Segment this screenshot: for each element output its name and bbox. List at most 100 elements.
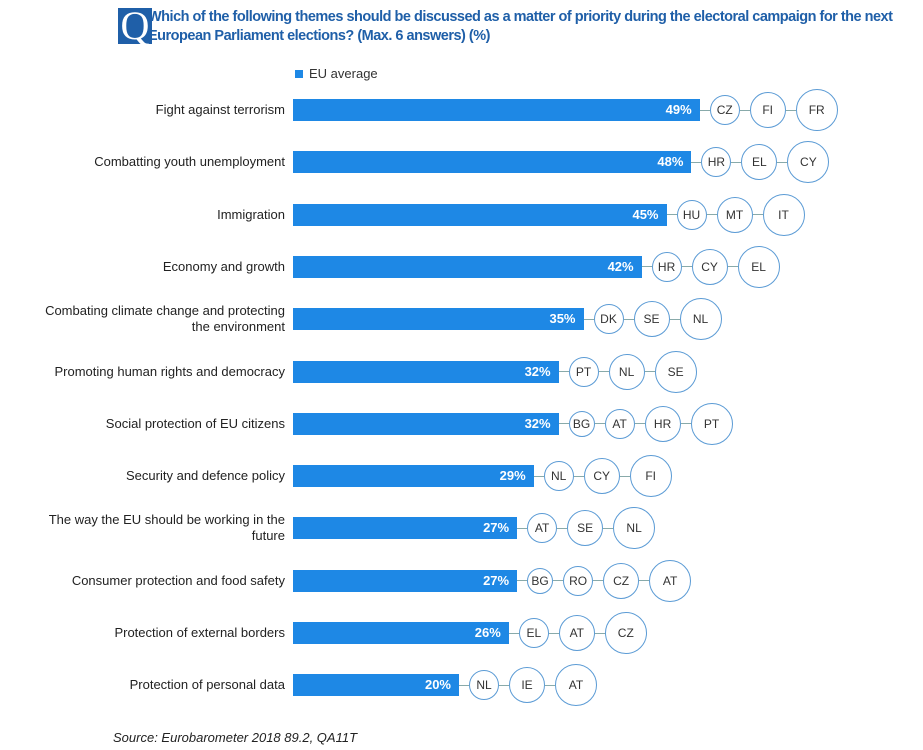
- country-chain: BG AT HR PT: [558, 402, 733, 445]
- country-circle: CZ: [603, 562, 640, 599]
- connector-line: [777, 161, 788, 163]
- connector-line: [545, 684, 555, 686]
- bar: 20%: [293, 674, 459, 697]
- connector-line: [558, 423, 569, 425]
- bar: 32%: [293, 360, 559, 383]
- country-circle: NL: [608, 353, 645, 390]
- bar: 48%: [293, 151, 692, 174]
- legend-label: EU average: [309, 66, 378, 81]
- country-chain: HR EL CY: [691, 141, 830, 184]
- country-circle: BG: [568, 410, 595, 437]
- category-label: Promoting human rights and democracy: [54, 363, 285, 379]
- connector-line: [499, 684, 509, 686]
- connector-line: [727, 266, 738, 268]
- country-circle: EL: [737, 245, 780, 288]
- connector-line: [593, 580, 604, 582]
- connector-line: [583, 318, 594, 320]
- bar: 35%: [293, 308, 584, 331]
- category-label: Economy and growth: [162, 258, 285, 274]
- bar: 32%: [293, 412, 559, 435]
- connector-line: [598, 371, 609, 372]
- bar-row: Consumer protection and food safety 27% B…: [0, 555, 923, 607]
- country-circle: NL: [613, 507, 656, 550]
- country-circle: AT: [555, 664, 597, 707]
- bar-row: Protection of personal data 20% NL IE AT: [0, 659, 923, 711]
- country-circle: IT: [762, 193, 805, 236]
- connector-line: [594, 423, 605, 425]
- bar-row: Combating climate change and protecting …: [0, 293, 923, 345]
- country-circle: AT: [604, 408, 635, 439]
- connector-line: [739, 109, 750, 111]
- country-chain: BG RO CZ AT: [517, 559, 692, 602]
- country-circle: PT: [690, 402, 733, 445]
- country-circle: HU: [676, 199, 707, 230]
- value-label: 35%: [549, 311, 576, 327]
- value-label: 26%: [474, 625, 501, 640]
- category-label: Social protection of EU citizens: [105, 415, 285, 431]
- value-label: 42%: [607, 258, 634, 274]
- legend: EU average: [295, 66, 378, 81]
- value-label: 32%: [524, 363, 551, 379]
- connector-line: [681, 266, 692, 268]
- bar-row: Immigration 45% HU MT IT: [0, 189, 923, 241]
- country-circle: CZ: [709, 95, 740, 125]
- country-circle: NL: [543, 461, 574, 492]
- connector-line: [508, 632, 519, 634]
- connector-line: [669, 318, 680, 320]
- category-label: Protection of personal data: [129, 677, 285, 693]
- bar: 27%: [293, 517, 518, 540]
- country-circle: RO: [563, 565, 594, 596]
- country-circle: IE: [509, 667, 545, 704]
- bar-row: Fight against terrorism 49% CZ FI FR: [0, 84, 923, 136]
- bar-row: Economy and growth 42% HR CY EL: [0, 241, 923, 293]
- country-chain: AT SE NL: [517, 507, 656, 550]
- connector-line: [644, 371, 655, 372]
- connector-line: [623, 318, 634, 320]
- country-chain: HU MT IT: [666, 193, 805, 236]
- country-circle: FR: [795, 89, 838, 131]
- country-chain: NL CY FI: [533, 455, 672, 498]
- connector-line: [706, 214, 717, 216]
- bar: 49%: [293, 99, 700, 121]
- connector-line: [639, 580, 650, 582]
- country-circle: EL: [518, 618, 549, 648]
- category-label: The way the EU should be working in the …: [48, 512, 285, 544]
- country-circle: NL: [469, 670, 499, 701]
- category-label: Immigration: [217, 206, 285, 222]
- connector-line: [548, 632, 559, 634]
- connector-line: [517, 580, 528, 582]
- connector-line: [666, 214, 677, 216]
- country-chain: CZ FI FR: [699, 89, 838, 131]
- category-label: Combatting youth unemployment: [94, 154, 285, 170]
- connector-line: [691, 161, 702, 163]
- category-label: Combating climate change and protecting …: [45, 303, 285, 335]
- bar: 29%: [293, 465, 534, 488]
- connector-line: [517, 527, 528, 529]
- country-circle: CY: [691, 248, 728, 285]
- value-label: 29%: [499, 468, 526, 484]
- connector-line: [634, 423, 645, 425]
- country-circle: SE: [567, 510, 604, 547]
- category-label: Protection of external borders: [114, 625, 285, 640]
- country-circle: PT: [568, 356, 599, 387]
- connector-line: [557, 527, 568, 529]
- connector-line: [573, 475, 584, 477]
- value-label: 45%: [632, 206, 659, 222]
- country-chain: PT NL SE: [558, 350, 697, 393]
- country-circle: AT: [527, 513, 558, 544]
- connector-line: [619, 475, 630, 477]
- connector-line: [553, 580, 564, 582]
- value-label: 49%: [665, 102, 692, 117]
- value-label: 20%: [424, 677, 451, 693]
- value-label: 27%: [483, 572, 510, 588]
- connector-line: [533, 475, 544, 477]
- country-chain: HR CY EL: [641, 245, 780, 288]
- country-chain: NL IE AT: [459, 664, 597, 707]
- country-circle: EL: [741, 144, 778, 181]
- connector-line: [752, 214, 763, 216]
- connector-line: [699, 109, 710, 111]
- country-circle: FI: [749, 92, 786, 128]
- category-label: Security and defence policy: [126, 468, 285, 484]
- value-label: 32%: [524, 415, 551, 431]
